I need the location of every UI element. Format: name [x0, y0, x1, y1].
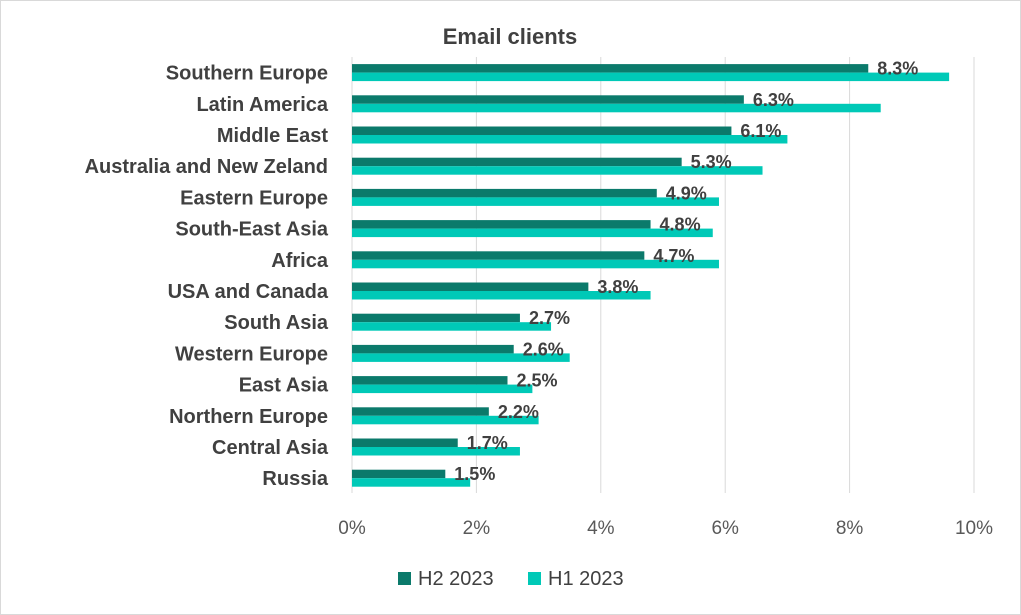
- bar-h2-2023: [352, 438, 458, 447]
- legend: H2 2023 H1 2023: [398, 568, 624, 590]
- data-label-h2-2023: 2.5%: [517, 371, 558, 391]
- bar-h1-2023: [352, 103, 881, 113]
- x-tick-label: 2%: [463, 518, 491, 539]
- legend-label: H1 2023: [548, 568, 624, 590]
- x-tick-label: 8%: [836, 518, 864, 539]
- data-label-h2-2023: 2.7%: [529, 308, 570, 328]
- bar-h1-2023: [352, 322, 552, 331]
- category-label: South-East Asia: [175, 219, 328, 241]
- category-label: Africa: [271, 250, 329, 272]
- data-label-h2-2023: 2.2%: [498, 402, 539, 422]
- bar-h1-2023: [352, 72, 950, 82]
- legend-swatch: [398, 572, 411, 585]
- category-label: Southern Europe: [166, 63, 328, 85]
- legend-swatch: [528, 572, 541, 585]
- data-label-h2-2023: 6.1%: [740, 121, 781, 141]
- bar-h1-2023: [352, 197, 719, 206]
- bars: [352, 64, 950, 487]
- x-tick-label: 6%: [711, 518, 739, 539]
- category-label: Middle East: [217, 125, 328, 147]
- bar-h2-2023: [352, 407, 489, 416]
- bar-h1-2023: [352, 291, 651, 300]
- bar-h1-2023: [352, 353, 570, 362]
- x-tick-labels: 0% 2% 4% 6% 8% 10%: [338, 518, 993, 539]
- x-tick-label: 4%: [587, 518, 615, 539]
- bar-h2-2023: [352, 344, 514, 354]
- bar-h2-2023: [352, 188, 657, 198]
- data-label-h2-2023: 8.3%: [877, 59, 918, 79]
- category-label: Australia and New Zeland: [85, 156, 328, 178]
- bar-h2-2023: [352, 469, 446, 479]
- category-label: Central Asia: [212, 437, 329, 459]
- bar-h1-2023: [352, 259, 719, 269]
- bar-h2-2023: [352, 282, 589, 291]
- bar-h2-2023: [352, 313, 520, 323]
- category-label: Latin America: [196, 94, 328, 116]
- legend-label: H2 2023: [418, 568, 494, 590]
- bar-h2-2023: [352, 126, 732, 135]
- bar-h1-2023: [352, 384, 533, 394]
- bar-h2-2023: [352, 64, 869, 73]
- x-tick-label: 10%: [955, 518, 993, 539]
- data-label-h2-2023: 1.7%: [467, 433, 508, 453]
- category-label: Eastern Europe: [180, 187, 328, 209]
- data-label-h2-2023: 6.3%: [753, 90, 794, 110]
- bar-h2-2023: [352, 95, 744, 104]
- x-tick-label: 0%: [338, 518, 366, 539]
- bar-h2-2023: [352, 251, 645, 260]
- category-label: South Asia: [224, 312, 329, 334]
- data-label-h2-2023: 3.8%: [597, 277, 638, 297]
- bar-h2-2023: [352, 376, 508, 385]
- bar-h1-2023: [352, 166, 763, 175]
- category-labels: Southern Europe Latin America Middle East A…: [85, 63, 329, 491]
- data-label-h2-2023: 1.5%: [454, 464, 495, 484]
- bar-h1-2023: [352, 415, 539, 425]
- category-label: USA and Canada: [168, 281, 329, 303]
- category-label: Russia: [262, 468, 328, 490]
- data-label-h2-2023: 4.7%: [653, 246, 694, 266]
- bar-h1-2023: [352, 135, 788, 144]
- category-label: Western Europe: [175, 343, 328, 365]
- bar-h1-2023: [352, 478, 471, 487]
- data-label-h2-2023: 4.9%: [666, 183, 707, 203]
- category-label: Northern Europe: [169, 406, 328, 428]
- data-label-h2-2023: 2.6%: [523, 339, 564, 359]
- chart-title: Email clients: [443, 24, 578, 49]
- bar-h2-2023: [352, 157, 682, 167]
- bar-h2-2023: [352, 220, 651, 229]
- bar-h1-2023: [352, 447, 520, 456]
- data-labels: 8.3% 6.3% 6.1% 5.3% 4.9% 4.8% 4.7% 3.8% 2.7% 2.6%…: [454, 59, 918, 485]
- data-label-h2-2023: 4.8%: [660, 215, 701, 235]
- bar-h1-2023: [352, 228, 713, 238]
- data-label-h2-2023: 5.3%: [691, 152, 732, 172]
- category-label: East Asia: [239, 375, 329, 397]
- gridlines: [351, 57, 975, 493]
